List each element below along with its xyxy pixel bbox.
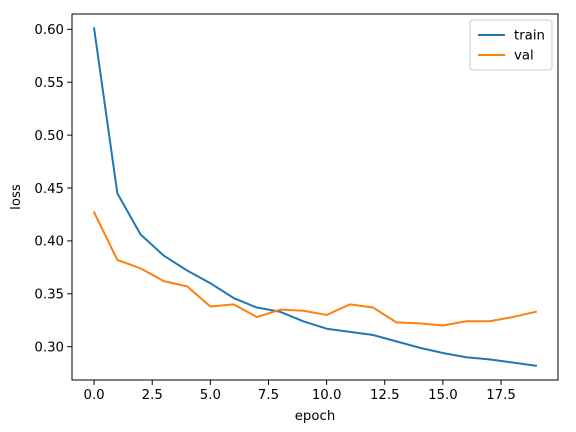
x-tick-label: 5.0	[200, 388, 221, 403]
x-tick-label: 12.5	[370, 388, 400, 403]
y-axis-label: loss	[9, 184, 24, 210]
y-tick-label: 0.45	[34, 182, 64, 197]
plot-area	[72, 14, 558, 380]
legend: train val	[469, 19, 553, 71]
x-tick-label: 15.0	[428, 388, 458, 403]
y-tick-label: 0.50	[34, 129, 64, 144]
series-layer	[92, 27, 538, 367]
x-axis-label: epoch	[295, 409, 336, 424]
axes-spines	[71, 13, 559, 381]
series-line-train	[92, 27, 538, 367]
legend-label-val: val	[514, 49, 534, 64]
x-tick-label: 0.0	[84, 388, 105, 403]
series-line-val	[92, 211, 538, 327]
y-tick-label: 0.60	[34, 23, 64, 38]
y-tick-label: 0.55	[34, 76, 64, 91]
y-tick-label: 0.40	[34, 235, 64, 250]
y-axis-ticks: 0.30 0.35 0.40 0.45 0.50 0.55 0.60	[34, 23, 72, 355]
y-tick-label: 0.35	[34, 288, 64, 303]
x-tick-label: 2.5	[142, 388, 163, 403]
y-tick-label: 0.30	[34, 340, 64, 355]
legend-label-train: train	[514, 29, 545, 44]
legend-box	[469, 19, 553, 71]
x-axis-ticks: 0.0 2.5 5.0 7.5 10.0 12.5 15.0 17.5	[84, 380, 516, 403]
x-tick-label: 10.0	[312, 388, 342, 403]
x-tick-label: 7.5	[258, 388, 279, 403]
x-tick-label: 17.5	[486, 388, 516, 403]
axes-frame	[71, 13, 559, 381]
